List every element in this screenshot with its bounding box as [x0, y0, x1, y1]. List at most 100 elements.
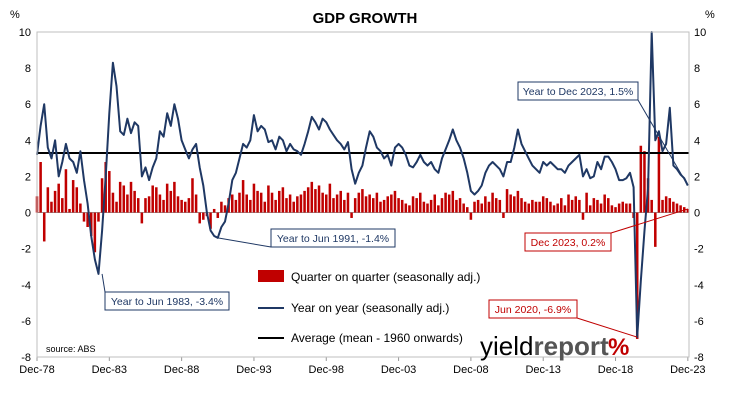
y-tick-label-left: 6 — [25, 99, 31, 111]
bar — [194, 194, 198, 213]
bar — [458, 198, 462, 213]
x-tick-label: Dec-78 — [19, 364, 54, 376]
x-tick-label: Dec-03 — [381, 364, 416, 376]
bar — [523, 201, 527, 213]
left-axis-unit: % — [10, 9, 20, 21]
bar — [574, 196, 578, 213]
y-axis-right: -8 -6 -4 -2 0 2 4 6 8 10 — [694, 27, 706, 364]
bar — [668, 198, 672, 213]
x-tick-label: Dec-13 — [525, 364, 560, 376]
bar — [187, 198, 191, 213]
bar — [379, 201, 382, 213]
bar — [560, 198, 563, 213]
bar — [473, 201, 476, 213]
bar — [133, 190, 136, 213]
source-note: source: ABS — [46, 344, 96, 354]
bar — [556, 203, 559, 213]
annotation-leader — [101, 273, 106, 293]
bar — [46, 187, 50, 213]
bar — [419, 192, 422, 213]
bar — [444, 192, 447, 213]
bar — [437, 205, 440, 213]
bar — [661, 199, 664, 213]
bar — [368, 194, 371, 213]
bar — [241, 180, 245, 213]
bar — [643, 151, 646, 213]
bar — [82, 212, 86, 222]
bar — [140, 212, 144, 224]
y-tick-label-right: 6 — [694, 99, 700, 111]
bar — [339, 190, 342, 213]
bar — [462, 203, 465, 213]
bar — [324, 194, 328, 213]
y-tick-label-right: 2 — [694, 171, 700, 183]
y-tick-label-right: 8 — [694, 63, 700, 75]
bar — [249, 199, 252, 213]
bar — [252, 183, 256, 213]
annotation-box — [524, 232, 612, 252]
bar — [390, 194, 393, 213]
bar — [426, 203, 429, 213]
bar — [491, 192, 494, 213]
x-axis: Dec-78 Dec-83 Dec-88 Dec-93 Dec-98 Dec-03 Dec-… — [19, 357, 706, 376]
bar — [245, 194, 248, 213]
bar — [220, 201, 223, 213]
bar — [321, 192, 324, 213]
y-tick-label-left: 0 — [25, 208, 31, 220]
bar — [538, 201, 541, 213]
bar — [621, 201, 625, 213]
bar — [299, 194, 303, 213]
bar — [39, 162, 42, 213]
bar — [176, 196, 180, 213]
bar — [614, 207, 617, 213]
x-tick-label: Dec-18 — [598, 364, 633, 376]
svg-text:yieldreport: yieldreport — [480, 331, 609, 361]
bar — [288, 194, 292, 213]
x-tick-label: Dec-98 — [309, 364, 344, 376]
bar — [230, 194, 234, 213]
bar — [180, 199, 183, 213]
annotation-leader — [637, 99, 689, 186]
bar — [610, 205, 614, 213]
annotations: Year to Jun 1983, -3.4% Year to Jun 1991,… — [101, 81, 689, 338]
bar — [429, 199, 433, 213]
y-tick-label-left: -2 — [21, 244, 31, 256]
annotation-leader — [576, 317, 638, 338]
y-tick-label-left: -8 — [21, 352, 31, 364]
legend-label-average: Average (mean - 1960 onwards) — [291, 331, 463, 345]
bar — [433, 194, 437, 213]
bar — [404, 203, 408, 213]
bar — [516, 190, 520, 213]
bar — [270, 192, 274, 213]
bar — [527, 203, 531, 213]
bar — [353, 198, 357, 213]
bar — [108, 171, 111, 213]
bar — [502, 212, 505, 218]
bar — [198, 212, 201, 224]
bar — [357, 192, 361, 213]
bar — [151, 185, 154, 213]
bar — [607, 198, 610, 213]
bar — [64, 169, 68, 213]
bar — [97, 212, 100, 222]
bar — [375, 192, 379, 213]
bar — [86, 212, 89, 227]
y-tick-label-right: 0 — [694, 208, 700, 220]
bar — [53, 190, 57, 213]
bar — [89, 212, 93, 237]
bar — [310, 181, 314, 213]
y-tick-label-right: -2 — [694, 244, 704, 256]
bar — [263, 201, 267, 213]
bar — [549, 201, 552, 213]
bar — [256, 190, 259, 213]
bar — [162, 199, 165, 213]
bar — [335, 194, 339, 213]
bar — [567, 194, 570, 213]
bar — [654, 212, 657, 247]
y-tick-label-left: 4 — [25, 135, 31, 147]
bar — [79, 203, 82, 213]
bar — [628, 203, 632, 213]
annotation-label: Year to Jun 1983, -3.4% — [111, 296, 223, 308]
annotation-label: Year to Jun 1991, -1.4% — [277, 233, 389, 245]
